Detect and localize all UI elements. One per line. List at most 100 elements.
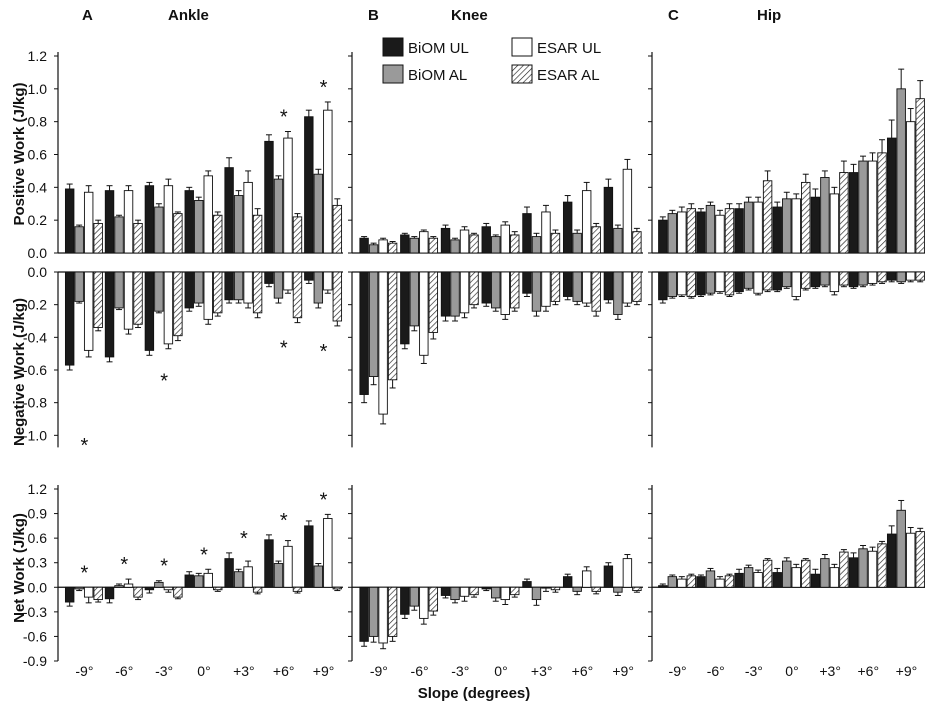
bar-hip-net [724, 575, 735, 588]
bar-knee-negative [562, 271, 573, 297]
bar-ankle-positive [233, 195, 244, 254]
ytick-label-net: -0.9 [23, 653, 47, 669]
bar-knee-net [500, 586, 510, 601]
bar-ankle-negative [233, 271, 244, 301]
ytick-label-net: 0.9 [28, 506, 48, 522]
bar-knee-net [440, 586, 451, 596]
legend: BiOM UL ESAR UL BiOM AL ESAR AL [382, 37, 601, 84]
bar-ankle-negative [283, 271, 293, 291]
bar-knee-net [481, 586, 491, 590]
bar-ankle-net [83, 586, 94, 598]
bar-knee-positive [613, 227, 623, 254]
legend-label-esar-al: ESAR AL [537, 67, 600, 84]
bar-hip-positive [782, 198, 792, 254]
bar-knee-positive [491, 236, 501, 254]
bar-hip-negative [801, 271, 811, 289]
bar-knee-negative [591, 271, 601, 312]
ylabel-net: Net Work (J/kg) [11, 513, 28, 623]
bar-knee-negative [500, 271, 510, 315]
ylabel-positive: Positive Work (J/kg) [11, 82, 28, 225]
bar-ankle-negative [104, 271, 115, 358]
bar-ankle-positive [184, 190, 194, 254]
bar-knee-positive [632, 231, 642, 254]
bar-knee-negative [359, 271, 369, 395]
bar-hip-net [734, 572, 744, 588]
xtick-label: +9° [612, 663, 634, 679]
bar-hip-net [715, 578, 725, 588]
ytick-label-net: 0.3 [28, 555, 48, 571]
bar-knee-net [562, 576, 573, 588]
bar-hip-net [772, 572, 782, 588]
bar-hip-positive [658, 219, 668, 254]
bar-ankle-net [313, 565, 324, 588]
bar-hip-negative [829, 271, 840, 293]
bar-knee-negative [469, 271, 479, 306]
bar-ankle-positive [283, 137, 293, 254]
bar-hip-negative [877, 271, 887, 283]
ytick-label-negative: -0.2 [23, 297, 47, 313]
bar-knee-net [450, 586, 460, 601]
bar-ankle-net [194, 575, 204, 588]
bar-hip-net [686, 575, 697, 588]
xtick-label: 0° [494, 663, 507, 679]
bar-hip-positive [724, 208, 735, 254]
bar-knee-positive [541, 211, 551, 254]
legend-swatch-esar-al [511, 64, 533, 84]
bar-ankle-negative [173, 271, 183, 337]
bar-hip-positive [848, 172, 859, 254]
xtick-label: -3° [745, 663, 763, 679]
bar-knee-net [632, 586, 642, 592]
bar-ankle-negative [154, 271, 164, 312]
bar-hip-positive [772, 206, 782, 254]
xtick-label: -6° [707, 663, 725, 679]
bar-ankle-negative [292, 271, 303, 319]
bar-hip-positive [686, 208, 697, 254]
bar-hip-net [867, 550, 878, 588]
bar-ankle-positive [93, 222, 103, 254]
bar-knee-positive [603, 186, 614, 254]
bar-knee-negative [491, 271, 501, 309]
bar-hip-positive [762, 180, 773, 254]
significance-star: * [320, 341, 328, 363]
xtick-label: -9° [669, 663, 687, 679]
bar-ankle-negative [133, 271, 143, 325]
significance-star: * [120, 554, 128, 576]
bar-ankle-negative [313, 271, 324, 304]
bar-hip-net [829, 567, 840, 588]
bar-knee-negative [440, 271, 451, 317]
xtick-label: +3° [233, 663, 255, 679]
bar-hip-positive [905, 121, 916, 254]
bar-ankle-negative [203, 271, 213, 320]
bar-knee-net [531, 586, 542, 601]
bar-ankle-positive [83, 191, 94, 254]
bar-hip-negative [905, 271, 916, 281]
bar-hip-net [743, 567, 754, 588]
bar-ankle-net [64, 586, 75, 603]
bar-ankle-negative [213, 271, 223, 314]
bar-knee-negative [613, 271, 623, 315]
bar-ankle-positive [154, 206, 164, 254]
bar-knee-positive [359, 237, 369, 254]
bar-ankle-net [224, 558, 234, 588]
bar-ankle-net [252, 586, 263, 593]
bar-hip-net [791, 567, 801, 588]
ytick-label-net: 0.6 [28, 530, 48, 546]
bar-knee-negative [632, 271, 642, 302]
bar-ankle-net [184, 574, 194, 588]
bar-hip-negative [724, 271, 735, 296]
bar-ankle-net [233, 571, 244, 588]
bar-hip-negative [705, 271, 716, 294]
bar-ankle-net [93, 586, 103, 601]
bar-hip-negative [886, 271, 897, 281]
bar-hip-positive [743, 201, 754, 254]
legend-swatch-biom-ul [382, 37, 404, 57]
xtick-label: -9° [370, 663, 388, 679]
bar-knee-negative [378, 271, 388, 415]
bar-knee-negative [541, 271, 551, 307]
bar-ankle-net [264, 539, 274, 588]
bar-hip-net [877, 543, 887, 588]
bar-ankle-negative [163, 271, 174, 345]
bar-knee-net [572, 586, 582, 592]
bar-knee-positive [378, 239, 388, 254]
bar-ankle-negative [323, 271, 333, 291]
